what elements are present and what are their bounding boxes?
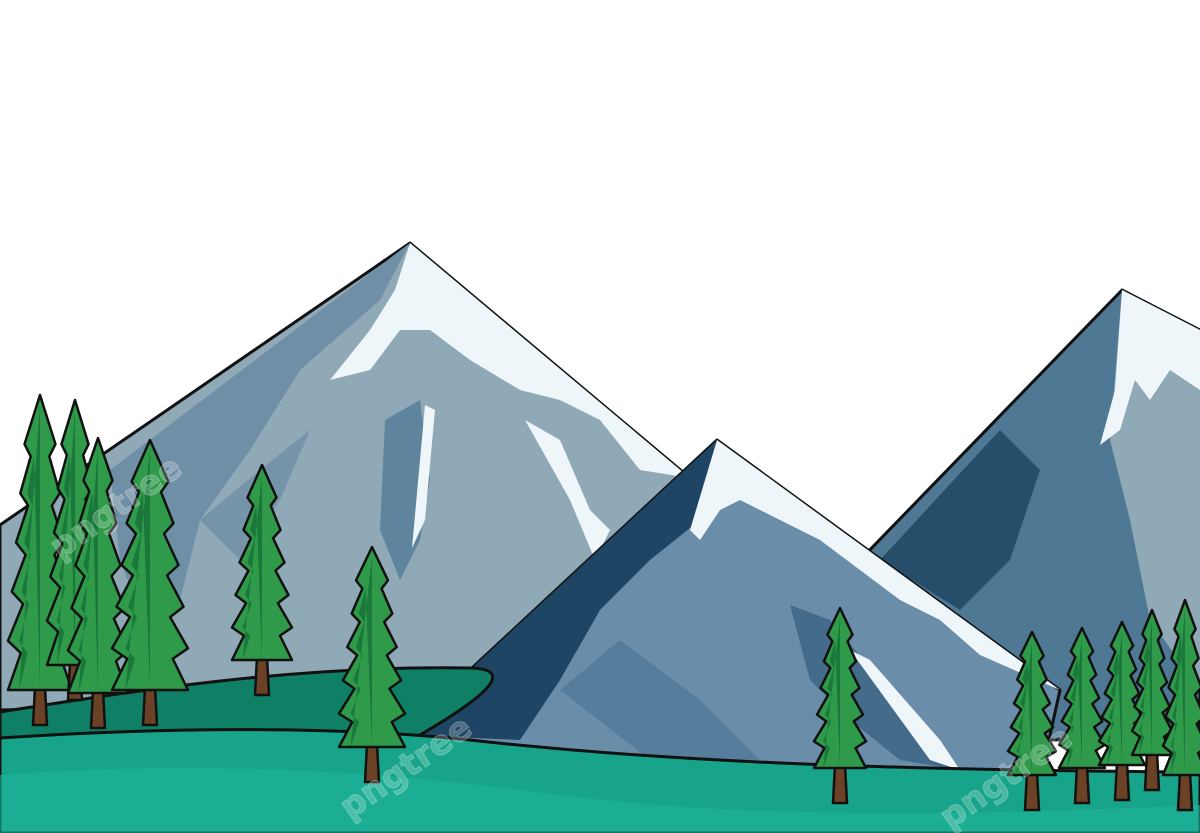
pine-tree: [1006, 630, 1058, 812]
pine-tree: [1130, 608, 1174, 792]
pine-tree: [110, 438, 190, 727]
pine-tree: [812, 606, 868, 805]
pine-tree: [337, 545, 407, 784]
pine-tree: [66, 436, 130, 730]
pine-tree: [1161, 598, 1200, 812]
mountain-middle: [398, 438, 1062, 782]
pine-tree-group: [6, 393, 1200, 812]
pine-tree: [230, 463, 294, 697]
front-hill: [0, 728, 1200, 833]
pine-tree: [1057, 626, 1107, 805]
